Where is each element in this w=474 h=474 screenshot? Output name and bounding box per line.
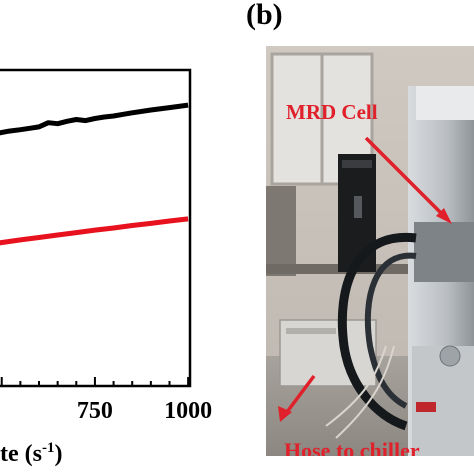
arrow-mrd-cell	[364, 136, 448, 220]
x-tick-label: 750	[76, 398, 113, 424]
measuring-head	[414, 222, 474, 282]
cabinet	[266, 186, 296, 276]
series-line-1	[0, 216, 189, 246]
rheometer-photo: MRD Cell Hose to chiller	[266, 46, 474, 456]
mrd-cell-annotation: MRD Cell	[286, 100, 378, 124]
panel-label: (b)	[246, 0, 283, 31]
series-line-0	[0, 102, 189, 136]
hose-annotation: Hose to chiller	[284, 438, 420, 457]
x-tick-label: 1000	[164, 398, 213, 424]
x-axis-label: te (s-1)	[0, 440, 63, 467]
arrow-hose	[282, 374, 316, 418]
photo-illustration	[266, 46, 474, 456]
hose-loop	[337, 232, 417, 431]
